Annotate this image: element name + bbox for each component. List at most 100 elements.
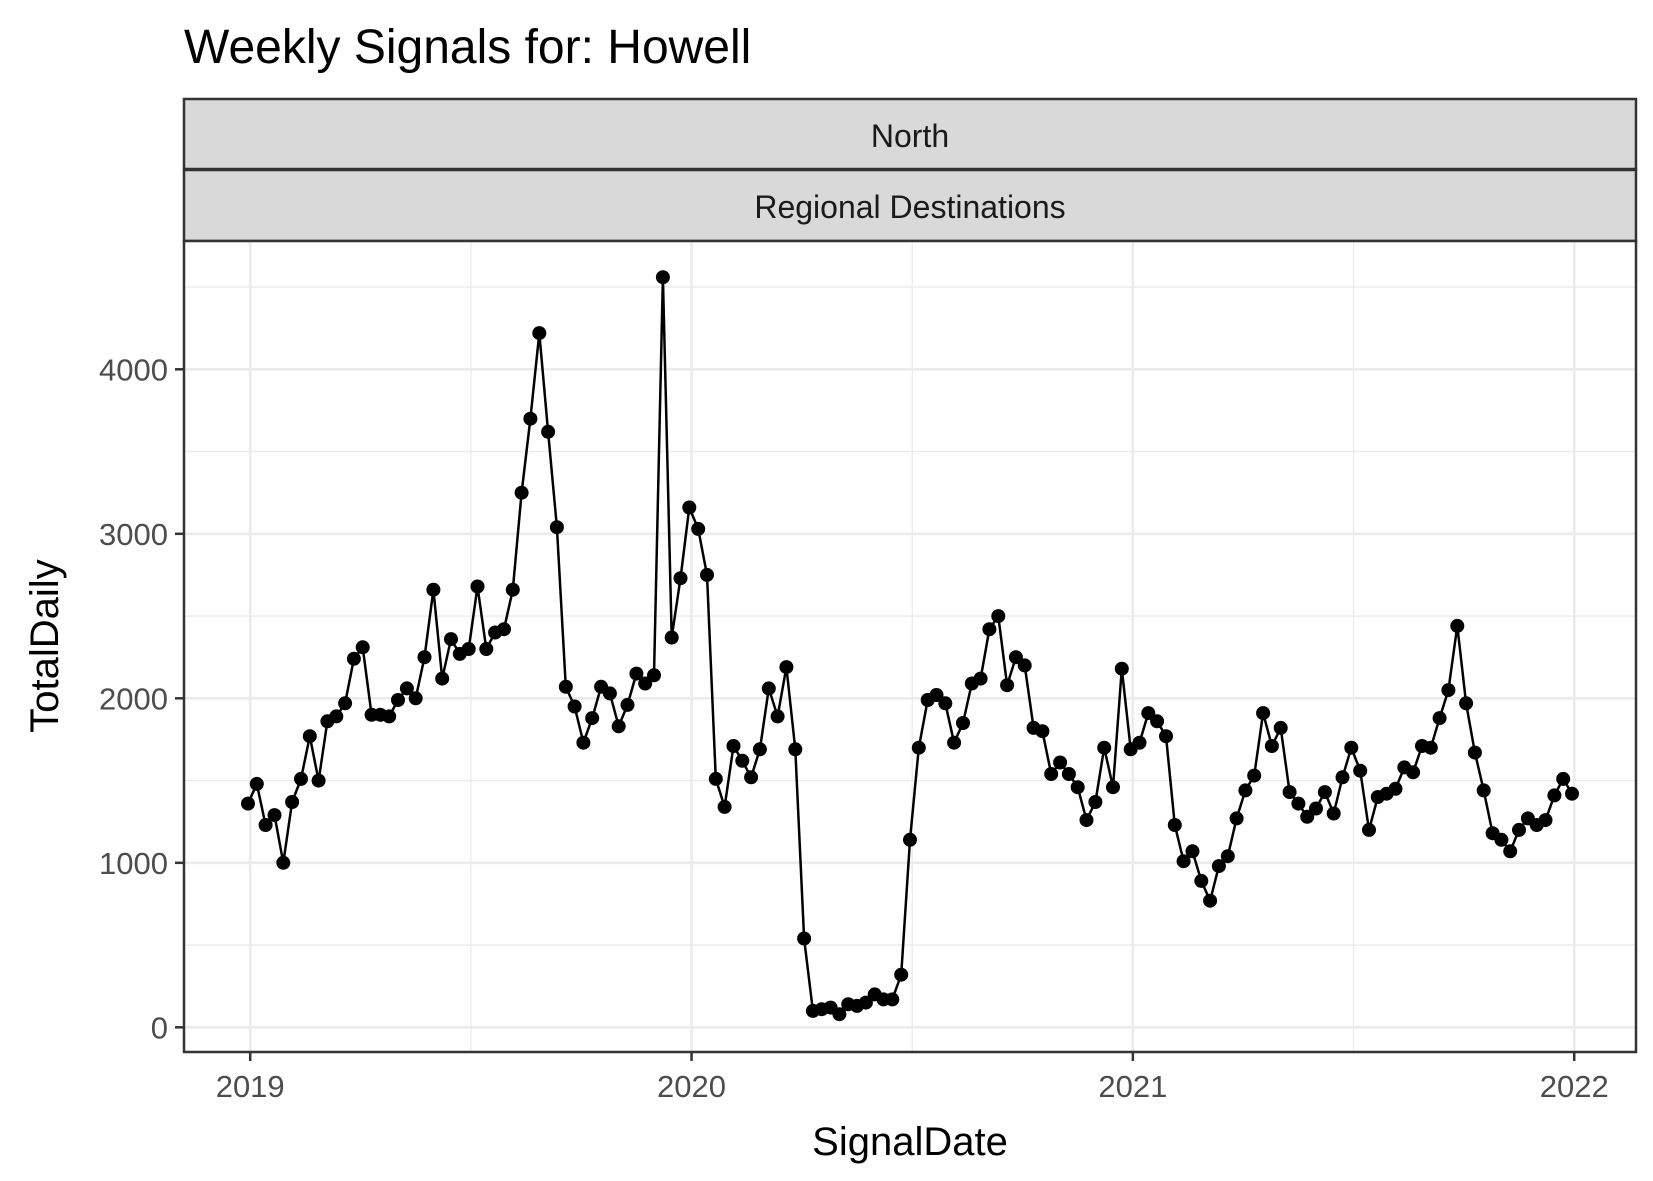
data-point xyxy=(1300,809,1315,824)
data-point xyxy=(1035,724,1050,739)
data-point xyxy=(1353,763,1368,778)
data-point xyxy=(1203,893,1218,908)
data-point xyxy=(1194,873,1209,888)
plot-panel-border xyxy=(182,239,1638,1054)
data-point xyxy=(602,686,617,701)
data-point xyxy=(408,691,423,706)
data-point xyxy=(249,776,264,791)
chart-title: Weekly Signals for: Howell xyxy=(184,21,751,74)
data-point xyxy=(620,697,635,712)
data-point xyxy=(673,571,688,586)
data-point xyxy=(497,622,511,637)
data-point xyxy=(788,742,803,757)
data-point xyxy=(629,666,644,681)
data-point xyxy=(982,622,997,637)
data-point xyxy=(1256,706,1271,721)
x-tick-label: 2020 xyxy=(657,1069,726,1104)
data-point xyxy=(1106,780,1120,795)
data-point xyxy=(1273,720,1288,735)
data-point xyxy=(294,771,308,786)
data-point xyxy=(708,771,723,786)
data-point xyxy=(1459,696,1474,711)
data-point xyxy=(532,326,547,341)
data-point xyxy=(1044,767,1059,781)
data-point xyxy=(1476,783,1491,798)
data-point xyxy=(285,795,300,809)
data-point xyxy=(426,582,441,597)
facet-strip-1-bg xyxy=(182,97,1638,171)
data-point xyxy=(770,709,785,724)
facet-strip-1-label: North xyxy=(871,118,949,154)
data-point xyxy=(311,773,326,788)
data-point xyxy=(726,739,741,753)
data-point xyxy=(717,799,732,814)
data-point xyxy=(1441,683,1456,698)
data-point xyxy=(858,995,873,1010)
data-point xyxy=(391,693,405,707)
x-tick-label: 2021 xyxy=(1098,1069,1167,1104)
data-point xyxy=(735,753,750,768)
data-point xyxy=(1008,650,1023,665)
data-point xyxy=(1547,788,1562,803)
grid-major xyxy=(184,241,1636,1052)
data-point xyxy=(461,642,476,656)
data-point xyxy=(479,642,494,656)
data-point xyxy=(585,711,600,726)
data-point xyxy=(1494,832,1509,847)
data-point xyxy=(691,521,706,536)
data-point xyxy=(664,630,679,645)
y-tick-label: 4000 xyxy=(99,352,168,387)
data-point xyxy=(338,696,353,711)
data-point xyxy=(276,855,291,870)
data-point xyxy=(1000,678,1015,693)
data-point xyxy=(1247,768,1262,783)
data-point xyxy=(1335,770,1350,785)
y-tick-label: 2000 xyxy=(99,681,168,716)
data-point xyxy=(1114,661,1129,676)
data-point xyxy=(1211,859,1226,874)
data-point xyxy=(549,520,564,535)
data-point xyxy=(1167,818,1182,832)
data-point xyxy=(576,735,591,750)
data-point xyxy=(1132,735,1147,750)
data-point xyxy=(1079,813,1094,828)
data-point xyxy=(885,992,900,1007)
data-point xyxy=(435,671,450,686)
series-layer xyxy=(241,270,1579,1022)
x-tick-label: 2022 xyxy=(1540,1069,1609,1104)
data-point xyxy=(991,609,1006,624)
data-point xyxy=(1185,844,1200,859)
y-tick-label: 1000 xyxy=(99,846,168,881)
data-point xyxy=(1565,786,1579,801)
data-point xyxy=(911,740,926,755)
data-point xyxy=(567,699,582,714)
plot-panel xyxy=(184,241,1636,1052)
data-point xyxy=(1159,729,1173,744)
data-point xyxy=(1309,801,1323,816)
data-point xyxy=(1388,781,1403,796)
data-point xyxy=(267,808,282,823)
data-point xyxy=(752,742,767,757)
data-point xyxy=(1061,767,1076,781)
data-point xyxy=(1512,822,1526,837)
data-point xyxy=(355,640,370,655)
data-point xyxy=(611,719,626,734)
data-point xyxy=(302,729,317,744)
facet-strip-2-bg xyxy=(182,168,1638,243)
grid-minor xyxy=(184,241,1636,1052)
data-point xyxy=(929,688,944,702)
data-point xyxy=(444,632,458,647)
x-tick-label: 2019 xyxy=(216,1069,285,1104)
data-point xyxy=(832,1007,847,1022)
data-point xyxy=(1467,745,1482,760)
data-point xyxy=(523,411,538,426)
data-point xyxy=(1503,844,1518,859)
data-point xyxy=(505,582,520,597)
data-point xyxy=(1088,795,1103,809)
data-point xyxy=(470,579,485,594)
y-tick-label: 3000 xyxy=(99,517,168,552)
data-point xyxy=(638,676,653,691)
data-point xyxy=(682,500,697,515)
data-point xyxy=(903,832,917,847)
data-point xyxy=(1423,740,1438,755)
